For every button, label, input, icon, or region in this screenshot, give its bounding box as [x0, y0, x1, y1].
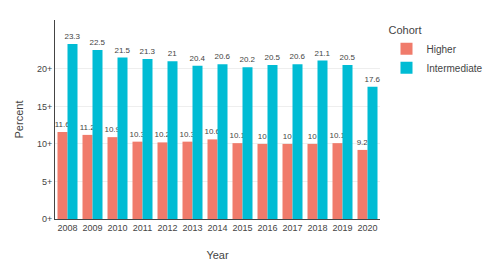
svg-text:Intermediate: Intermediate — [427, 63, 483, 74]
svg-text:20.5: 20.5 — [339, 53, 355, 62]
svg-text:10.9: 10.9 — [104, 125, 120, 134]
svg-text:20.6: 20.6 — [214, 52, 230, 61]
svg-text:21.1: 21.1 — [314, 49, 330, 58]
svg-text:10+: 10+ — [37, 139, 52, 149]
svg-text:Percent: Percent — [13, 101, 25, 139]
svg-text:10.1: 10.1 — [329, 131, 345, 140]
svg-text:2013: 2013 — [182, 223, 202, 233]
svg-text:10: 10 — [308, 132, 317, 141]
svg-text:2020: 2020 — [357, 223, 377, 233]
svg-text:21.3: 21.3 — [139, 47, 155, 56]
svg-text:20.6: 20.6 — [289, 52, 305, 61]
svg-text:10.1: 10.1 — [229, 131, 245, 140]
svg-text:22.5: 22.5 — [89, 38, 105, 47]
svg-text:20.5: 20.5 — [264, 53, 280, 62]
svg-text:20+: 20+ — [37, 64, 52, 74]
svg-text:11.6: 11.6 — [55, 120, 71, 129]
svg-text:17.6: 17.6 — [364, 75, 380, 84]
svg-text:0+: 0+ — [42, 214, 52, 224]
svg-text:10: 10 — [258, 132, 267, 141]
svg-text:2014: 2014 — [207, 223, 227, 233]
svg-text:2011: 2011 — [133, 223, 152, 233]
svg-text:10.3: 10.3 — [179, 130, 195, 139]
svg-text:11.2: 11.2 — [80, 123, 96, 132]
svg-text:2015: 2015 — [232, 223, 252, 233]
svg-text:20.2: 20.2 — [239, 55, 255, 64]
svg-text:23.3: 23.3 — [64, 32, 80, 41]
svg-text:2018: 2018 — [307, 223, 327, 233]
svg-text:5+: 5+ — [42, 177, 52, 187]
svg-text:2017: 2017 — [282, 223, 302, 233]
svg-text:Higher: Higher — [427, 44, 457, 55]
svg-text:10: 10 — [283, 132, 292, 141]
svg-text:2008: 2008 — [57, 223, 77, 233]
svg-text:15+: 15+ — [37, 102, 52, 112]
svg-text:10.2: 10.2 — [154, 130, 170, 139]
svg-text:9.2: 9.2 — [357, 138, 369, 147]
svg-text:20.4: 20.4 — [189, 54, 205, 63]
svg-text:10.6: 10.6 — [204, 127, 220, 136]
svg-text:2009: 2009 — [82, 223, 102, 233]
svg-text:21.5: 21.5 — [114, 46, 130, 55]
svg-text:2019: 2019 — [332, 223, 352, 233]
svg-text:Cohort: Cohort — [389, 24, 422, 36]
svg-text:2010: 2010 — [107, 223, 127, 233]
svg-text:Year: Year — [206, 249, 229, 261]
svg-text:21: 21 — [168, 49, 177, 58]
svg-text:2016: 2016 — [257, 223, 277, 233]
svg-text:10.3: 10.3 — [129, 130, 145, 139]
svg-text:2012: 2012 — [157, 223, 177, 233]
